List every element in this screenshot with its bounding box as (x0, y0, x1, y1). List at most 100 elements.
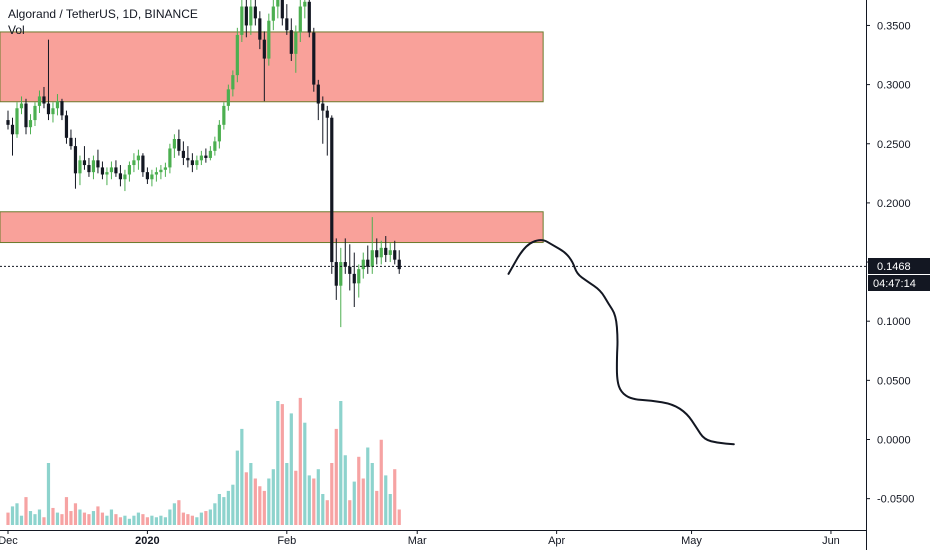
candle-body (285, 18, 289, 31)
candle-body (136, 155, 141, 161)
candle (37, 90, 42, 113)
volume-bar (141, 514, 145, 525)
volume-bar (334, 428, 338, 525)
volume-bar (132, 515, 136, 525)
candle-body (370, 250, 374, 267)
volume-bar (136, 512, 141, 525)
candle-body (6, 120, 10, 125)
candle-body (186, 157, 190, 161)
time-scale-background[interactable] (0, 530, 866, 550)
resistance-zone-1 (0, 31, 544, 103)
candle (307, 0, 311, 38)
candle-body (316, 84, 320, 104)
candle-body (258, 18, 262, 40)
volume-bar (109, 509, 114, 525)
candle (271, 0, 275, 31)
volume-bar (37, 509, 42, 525)
volume-bar (379, 439, 383, 525)
candle (397, 250, 401, 274)
volume-bar (253, 478, 257, 525)
candle (379, 240, 383, 265)
volume-bar (145, 517, 150, 525)
candle-body (384, 247, 388, 255)
candle-body (150, 174, 154, 180)
candle-body (321, 103, 325, 111)
volume-bar (87, 514, 91, 525)
candle (132, 153, 136, 173)
highlight-zones (0, 31, 544, 244)
candle-body (330, 117, 334, 263)
candle-body (42, 96, 46, 104)
volume-bar (352, 481, 356, 525)
candle (334, 238, 338, 300)
candle-body (343, 262, 347, 267)
candle (78, 155, 82, 186)
price-tick-label: 0.3500 (877, 20, 911, 32)
candle (280, 0, 284, 26)
time-tick-label: May (681, 535, 702, 547)
volume-bar (348, 500, 352, 525)
volume-bar (195, 517, 199, 525)
current-price-tag: 0.1468 04:47:14 (868, 258, 930, 291)
candle-body (132, 160, 136, 166)
candle (60, 98, 64, 121)
candle-body (393, 250, 397, 260)
price-tick-label: 0.0000 (877, 435, 911, 447)
volume-bar (100, 512, 105, 525)
candle (276, 0, 280, 19)
volume-bar (393, 469, 397, 525)
candle-body (348, 266, 352, 274)
volume-bar (375, 490, 379, 525)
candle-body (379, 247, 383, 258)
candle (168, 143, 172, 174)
candle-body (37, 96, 42, 106)
volume-bar (19, 515, 24, 525)
volume-bar (199, 512, 203, 525)
volume-bar (105, 515, 109, 525)
time-tick-label: Jun (822, 535, 840, 547)
time-tick-label: Feb (277, 535, 296, 547)
price-tick-label: -0.0500 (877, 494, 914, 506)
candle-body (114, 167, 118, 174)
candle (384, 236, 388, 263)
candle-body (276, 0, 280, 7)
volume-bar (60, 514, 64, 525)
candle (91, 155, 96, 180)
candle (10, 117, 15, 156)
time-tick-label: 2020 (135, 535, 159, 547)
candle-body (375, 250, 379, 258)
candle (339, 247, 343, 328)
candle-body (334, 262, 338, 286)
volume-bar (64, 497, 69, 525)
volume-bar (258, 486, 262, 525)
volume-bar (168, 509, 172, 525)
candle-body (154, 172, 159, 175)
candle (82, 146, 87, 170)
candle-body (249, 6, 253, 26)
volume-bar (222, 497, 226, 525)
candle-body (244, 6, 248, 26)
volume-legend[interactable]: Vol (8, 23, 25, 37)
candle (145, 167, 150, 184)
volume-bar (150, 515, 154, 525)
volume-bar (73, 503, 78, 525)
volume-bar (267, 478, 271, 525)
candle-body (190, 160, 194, 166)
candle (267, 13, 271, 66)
volume-bar (217, 494, 221, 525)
candle-body (118, 173, 123, 180)
candle (6, 110, 10, 130)
candle-body (262, 39, 266, 59)
price-tick-label: 0.3000 (877, 80, 911, 92)
candle (181, 141, 185, 166)
candle (127, 161, 132, 182)
volume-bar (213, 503, 217, 525)
candle (33, 102, 37, 127)
symbol-legend[interactable]: Algorand / TetherUS, 1D, BINANCE (8, 7, 198, 21)
candle (244, 0, 248, 38)
candle (163, 162, 167, 177)
candle-body (127, 165, 132, 175)
time-tick-label: Mar (408, 535, 427, 547)
candle-body (177, 139, 181, 151)
